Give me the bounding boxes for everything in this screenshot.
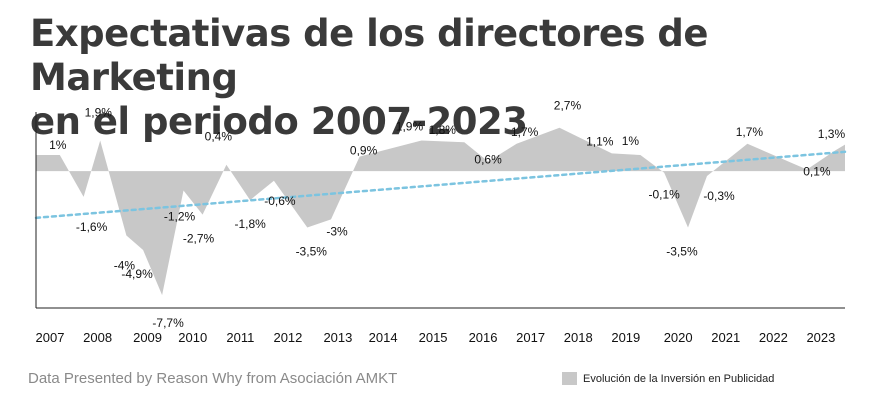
legend: Evolución de la Inversión en Publicidad <box>562 372 774 385</box>
data-label: 1,9% <box>85 106 113 120</box>
axis-layer <box>35 112 845 309</box>
trend-line <box>34 150 847 220</box>
data-label: 1,7% <box>736 125 764 139</box>
x-tick-label: 2011 <box>226 330 254 345</box>
x-tick-label: 2009 <box>133 330 162 345</box>
x-tick-label: 2018 <box>564 330 593 345</box>
data-label: -1,8% <box>234 217 266 231</box>
x-tick-label: 2014 <box>369 330 398 345</box>
chart-title: Expectativas de los directores de Market… <box>30 12 880 144</box>
source-note: Data Presented by Reason Why from Asocia… <box>28 370 398 387</box>
x-tick-label: 2022 <box>759 330 788 345</box>
data-label: 1,8% <box>429 123 457 137</box>
x-tick-label: 2015 <box>419 330 448 345</box>
data-label: -0,1% <box>648 188 680 202</box>
trend-layer <box>34 150 847 220</box>
data-label: -3,5% <box>296 244 328 258</box>
x-tick-label: 2010 <box>178 330 207 345</box>
area-series <box>36 127 845 296</box>
legend-label: Evolución de la Inversión en Publicidad <box>583 372 775 385</box>
data-label: 1% <box>49 138 67 152</box>
label-layer: 1% -1,6% 1,9% -4%-4,9% -7,7% -1,2% -2,7% 0,4% -1… <box>49 99 845 330</box>
data-label: 1% <box>622 134 640 148</box>
data-label: 1,1% <box>586 134 614 148</box>
x-tick-label: 2013 <box>323 330 352 345</box>
data-label: 1,9% <box>396 120 424 134</box>
data-label: 0,9% <box>350 144 378 158</box>
data-label: -4,9% <box>121 267 153 281</box>
x-tick-label: 2020 <box>664 330 693 345</box>
data-label: 1,3% <box>818 127 846 141</box>
data-label: -1,2% <box>164 209 196 223</box>
chart-title-line-2: en el periodo 2007-2023 <box>30 100 528 143</box>
x-tick-label: 2008 <box>83 330 112 345</box>
x-tick-label: 2023 <box>806 330 835 345</box>
data-label: 0,6% <box>474 152 502 166</box>
data-label: -3,5% <box>666 244 698 258</box>
tick-layer: 2007 2008 2009 2010 2011 2012 2013 2014 2015 2016… <box>36 330 836 345</box>
x-tick-label: 2007 <box>36 330 65 345</box>
x-tick-label: 2016 <box>469 330 498 345</box>
data-label: -0,3% <box>703 189 735 203</box>
data-label: 1,7% <box>511 125 539 139</box>
data-label: -0,6% <box>264 194 296 208</box>
data-label: -3% <box>326 224 348 238</box>
data-label: 0,1% <box>803 165 831 179</box>
x-tick-label: 2021 <box>711 330 740 345</box>
data-label: -4% <box>114 259 136 273</box>
data-label: -7,7% <box>152 316 184 330</box>
area-layer <box>36 127 845 296</box>
data-label: -2,7% <box>183 232 215 246</box>
data-label: 2,7% <box>554 99 582 113</box>
x-tick-label: 2012 <box>273 330 302 345</box>
x-tick-label: 2017 <box>516 330 545 345</box>
legend-swatch <box>562 372 577 385</box>
data-label: 0,4% <box>205 130 233 144</box>
x-tick-label: 2019 <box>611 330 640 345</box>
chart-title-line-1: Expectativas de los directores de Market… <box>30 12 709 99</box>
data-label: -1,6% <box>76 220 108 234</box>
